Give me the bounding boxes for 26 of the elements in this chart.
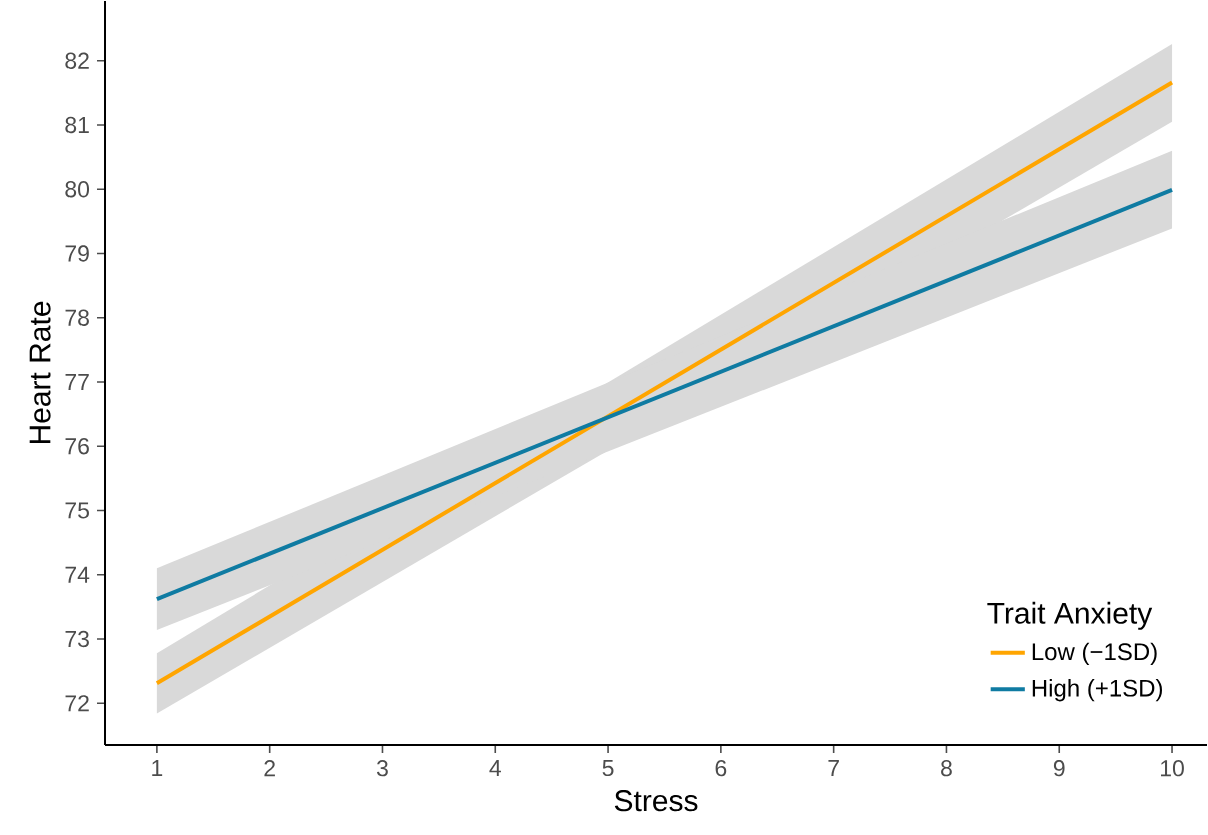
x-tick-label: 9 — [1053, 760, 1065, 777]
y-tick-label: 79 — [65, 245, 89, 262]
legend-title: Trait Anxiety — [987, 601, 1153, 630]
x-tick-label: 2 — [264, 760, 275, 777]
y-tick-label: 82 — [65, 52, 89, 69]
y-tick-label: 76 — [65, 438, 89, 455]
x-tick-label: 3 — [376, 760, 388, 777]
y-tick-label: 78 — [65, 309, 89, 326]
x-tick-label: 8 — [941, 760, 952, 777]
y-tick-label: 72 — [65, 695, 89, 712]
x-tick-label: 7 — [828, 760, 839, 776]
y-tick-label: 75 — [65, 502, 89, 519]
x-tick-label: 10 — [1161, 760, 1184, 777]
legend-label: Low (−1SD) — [1032, 642, 1157, 665]
y-tick-label: 77 — [65, 374, 89, 390]
legend-label: High (+1SD) — [1032, 679, 1162, 702]
y-axis-title: Heart Rate — [29, 301, 51, 444]
y-tick-label: 73 — [65, 630, 89, 648]
x-tick-label: 4 — [489, 760, 501, 776]
x-axis-title: Stress — [614, 790, 698, 812]
y-tick-label: 81 — [65, 116, 89, 134]
y-tick-label: 74 — [65, 566, 90, 583]
y-tick-label: 80 — [65, 181, 90, 198]
x-tick-label: 1 — [152, 760, 163, 776]
x-tick-label: 6 — [715, 760, 727, 777]
x-tick-label: 5 — [602, 760, 614, 777]
